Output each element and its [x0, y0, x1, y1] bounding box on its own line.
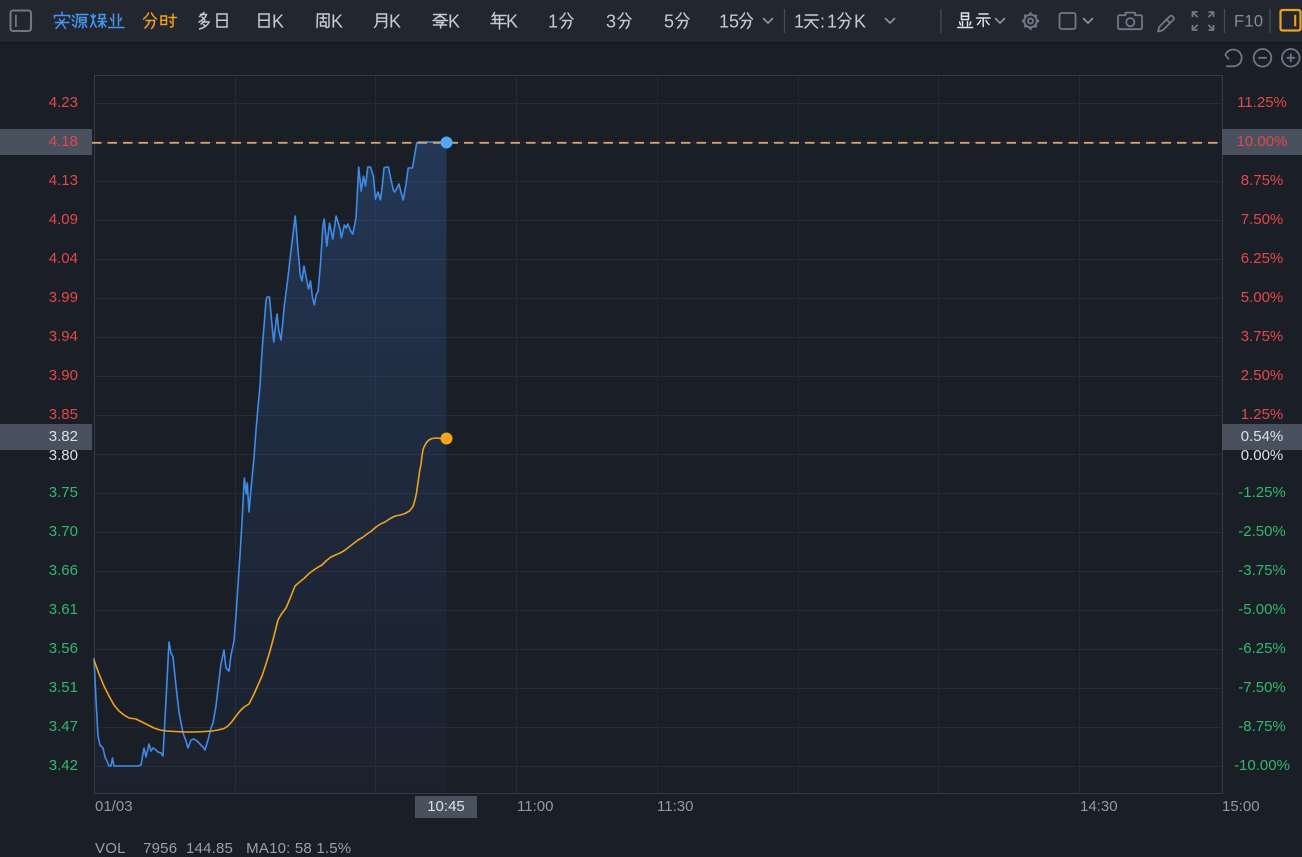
svg-text:1: 1	[794, 12, 804, 32]
svg-text:K: K	[506, 12, 518, 32]
svg-text:F10: F10	[1234, 13, 1263, 31]
svg-text:15: 15	[719, 12, 739, 32]
svg-text:3: 3	[606, 12, 616, 32]
svg-text::: :	[820, 12, 825, 32]
svg-text:1: 1	[827, 12, 837, 32]
svg-text:K: K	[854, 12, 866, 32]
svg-text:5: 5	[664, 12, 674, 32]
svg-text:1: 1	[548, 12, 558, 32]
svg-text:K: K	[331, 12, 343, 32]
svg-text:K: K	[272, 12, 284, 32]
svg-text:K: K	[448, 12, 460, 32]
svg-text:K: K	[389, 12, 401, 32]
